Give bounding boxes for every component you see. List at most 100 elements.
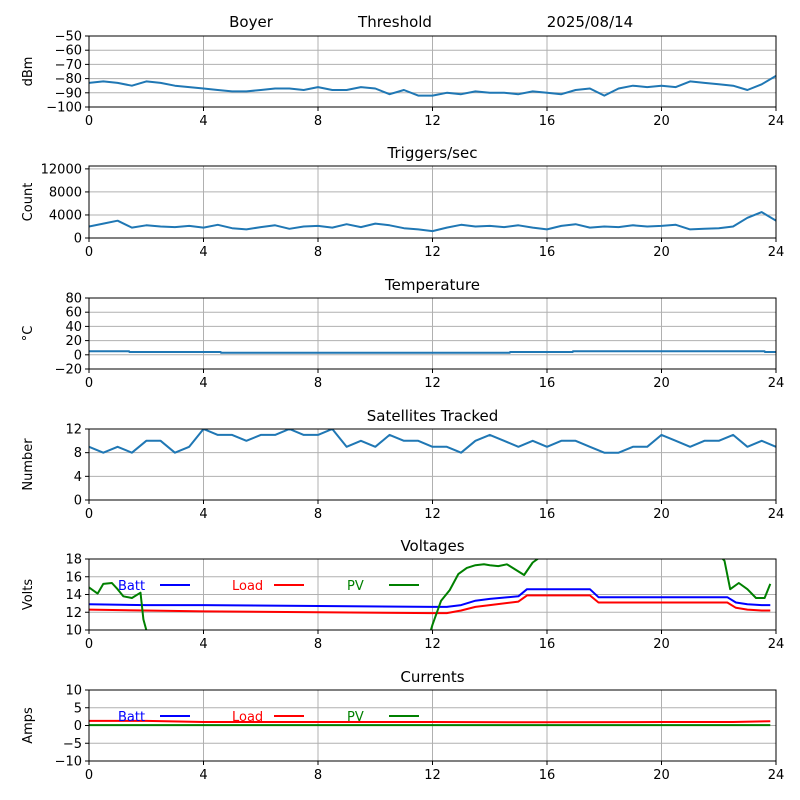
y-tick-label: −80	[55, 72, 82, 87]
chart-panel: 0 4 8 12 16 20 24 0 4000 8000 12000 Triggers/sec Cou…	[21, 144, 784, 260]
y-tick-label: 10	[65, 624, 82, 639]
y-tick-label: 8000	[49, 185, 82, 200]
x-tick-label: 24	[768, 245, 785, 260]
chart-panel: 0 4 8 12 16 20 24 −100−90−80−70−60−50 dBm	[21, 30, 784, 130]
chart-title: Satellites Tracked	[367, 407, 498, 425]
x-tick-label: 8	[314, 245, 322, 260]
x-tick-label: 0	[85, 376, 93, 391]
series-group	[89, 429, 776, 454]
x-tick-label: 8	[314, 768, 322, 783]
x-tick-label: 16	[539, 114, 556, 129]
x-tick-label: 0	[85, 507, 93, 522]
x-tick-label: 12	[424, 376, 441, 391]
y-tick-label: −60	[55, 44, 82, 59]
series-line	[89, 582, 148, 630]
x-tick-label: 8	[314, 637, 322, 652]
x-tick-label: 0	[85, 768, 93, 783]
x-tick-label: 4	[199, 507, 207, 522]
y-tick-label: 60	[65, 306, 82, 321]
x-tick-label: 4	[199, 376, 207, 391]
series-line	[89, 594, 771, 615]
x-tick-label: 20	[653, 114, 670, 129]
x-tick-label: 24	[768, 507, 785, 522]
x-tick-label: 12	[424, 637, 441, 652]
y-tick-label: −100	[46, 101, 82, 116]
y-tick-label: 4000	[49, 208, 82, 223]
chart-title: Temperature	[384, 276, 480, 294]
chart-title: Triggers/sec	[387, 144, 478, 162]
y-axis-label: Volts	[21, 579, 36, 611]
x-tick-label: 12	[424, 114, 441, 129]
x-tick-label: 12	[424, 768, 441, 783]
y-tick-label: −90	[55, 86, 82, 101]
x-tick-label: 4	[199, 768, 207, 783]
series-group	[89, 74, 776, 97]
series-group	[89, 719, 771, 727]
x-tick-label: 4	[199, 114, 207, 129]
y-tick-label: 80	[65, 292, 82, 307]
y-tick-label: 5	[74, 701, 82, 716]
x-tick-label: 8	[314, 507, 322, 522]
legend-label: Batt	[118, 710, 145, 725]
header-mode: Threshold	[357, 13, 432, 31]
legend-label: Load	[232, 710, 263, 725]
y-tick-label: 0	[74, 348, 82, 363]
x-tick-label: 16	[539, 507, 556, 522]
chart-title: Currents	[400, 668, 464, 686]
x-tick-label: 0	[85, 114, 93, 129]
y-tick-label: 12000	[41, 162, 82, 177]
x-tick-label: 16	[539, 376, 556, 391]
y-tick-label: 40	[65, 320, 82, 335]
y-tick-label: 14	[65, 588, 82, 603]
y-tick-label: 12	[65, 606, 82, 621]
y-tick-label: −50	[55, 30, 82, 45]
x-tick-label: 20	[653, 245, 670, 260]
series-line	[89, 74, 776, 97]
y-axis-label: Number	[21, 438, 36, 491]
x-tick-label: 12	[424, 507, 441, 522]
x-tick-label: 24	[768, 376, 785, 391]
x-tick-label: 0	[85, 245, 93, 260]
y-axis-label: Count	[21, 183, 36, 222]
series-line	[89, 719, 771, 724]
x-tick-label: 4	[199, 245, 207, 260]
x-tick-label: 16	[539, 768, 556, 783]
series-line	[89, 429, 776, 454]
series-group	[89, 350, 776, 354]
y-tick-label: 0	[74, 232, 82, 247]
header-station: Boyer	[229, 13, 274, 31]
x-tick-label: 24	[768, 637, 785, 652]
legend-label: Batt	[118, 579, 145, 594]
y-tick-label: 20	[65, 334, 82, 349]
y-tick-label: 8	[74, 446, 82, 461]
y-tick-label: 18	[65, 553, 82, 568]
y-axis-label: °C	[21, 326, 36, 342]
series-line	[429, 559, 540, 630]
x-tick-label: 0	[85, 637, 93, 652]
x-tick-label: 8	[314, 114, 322, 129]
y-tick-label: −70	[55, 58, 82, 73]
series-line	[721, 559, 772, 599]
y-tick-label: −20	[55, 363, 82, 378]
y-tick-label: −5	[63, 737, 82, 752]
x-tick-label: 24	[768, 768, 785, 783]
y-tick-label: 12	[65, 423, 82, 438]
y-tick-label: 16	[65, 570, 82, 585]
chart-panel: 0 4 8 12 16 20 24 −10 −5 0 5 10 Currents Amps Batt Load…	[21, 668, 784, 783]
series-line	[89, 350, 776, 354]
x-tick-label: 4	[199, 637, 207, 652]
y-tick-label: 0	[74, 494, 82, 509]
series-line	[89, 211, 776, 233]
legend-label: Load	[232, 579, 263, 594]
x-tick-label: 8	[314, 376, 322, 391]
legend-label: PV	[347, 579, 364, 594]
x-tick-label: 20	[653, 768, 670, 783]
x-tick-label: 16	[539, 637, 556, 652]
y-axis-label: Amps	[21, 707, 36, 744]
series-line	[89, 588, 771, 608]
x-tick-label: 16	[539, 245, 556, 260]
y-tick-label: 10	[65, 684, 82, 699]
x-tick-label: 12	[424, 245, 441, 260]
